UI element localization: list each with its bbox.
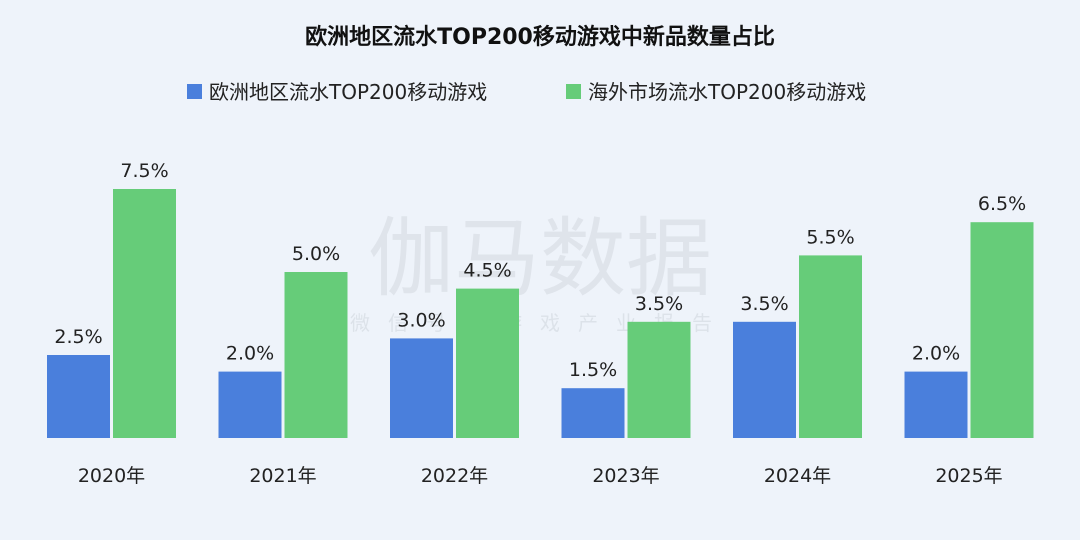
value-label-overseas-0: 7.5%	[120, 160, 168, 182]
legend-label-overseas: 海外市场流水TOP200移动游戏	[588, 80, 866, 104]
x-tick-label: 2022年	[421, 465, 488, 487]
value-label-eu-0: 2.5%	[54, 326, 102, 348]
bar-overseas-5	[970, 222, 1034, 438]
x-tick-label: 2021年	[249, 465, 316, 487]
x-tick-label: 2020年	[78, 465, 145, 487]
x-axis-ticks: 2020年 2021年 2022年 2023年 2024年 2025年	[78, 465, 1003, 487]
legend-swatch-eu	[187, 84, 202, 99]
bar-eu-3	[561, 388, 625, 438]
bar-eu-0	[47, 355, 110, 438]
bar-eu-5	[904, 371, 968, 438]
value-label-eu-1: 2.0%	[226, 343, 274, 365]
legend-label-eu: 欧洲地区流水TOP200移动游戏	[209, 80, 487, 104]
value-label-eu-4: 3.5%	[740, 293, 788, 315]
value-labels: 2.5% 7.5% 2.0% 5.0% 3.0% 4.5% 1.5% 3.5% 3.5% 5.5%…	[54, 160, 1026, 381]
value-label-overseas-1: 5.0%	[292, 243, 340, 265]
bar-eu-4	[733, 321, 796, 438]
x-tick-label: 2024年	[764, 465, 831, 487]
bar-overseas-0	[113, 189, 176, 438]
x-tick-label: 2025年	[935, 465, 1002, 487]
legend: 欧洲地区流水TOP200移动游戏 海外市场流水TOP200移动游戏	[187, 80, 866, 104]
bar-overseas-4	[799, 255, 862, 438]
value-label-overseas-4: 5.5%	[806, 226, 854, 248]
bar-overseas-3	[627, 321, 691, 438]
value-label-overseas-5: 6.5%	[978, 193, 1026, 215]
value-label-eu-3: 1.5%	[569, 359, 617, 381]
bar-eu-1	[218, 371, 282, 438]
bar-eu-2	[390, 338, 453, 438]
chart-title: 欧洲地区流水TOP200移动游戏中新品数量占比	[305, 24, 775, 50]
value-label-overseas-2: 4.5%	[463, 260, 511, 282]
bar-overseas-2	[456, 288, 519, 438]
x-tick-label: 2023年	[592, 465, 659, 487]
value-label-eu-2: 3.0%	[397, 309, 445, 331]
bar-overseas-1	[284, 272, 348, 438]
value-label-eu-5: 2.0%	[912, 343, 960, 365]
value-label-overseas-3: 3.5%	[635, 293, 683, 315]
bars	[47, 189, 1034, 438]
watermark-main: 伽马数据	[368, 209, 712, 309]
legend-swatch-overseas	[566, 84, 581, 99]
